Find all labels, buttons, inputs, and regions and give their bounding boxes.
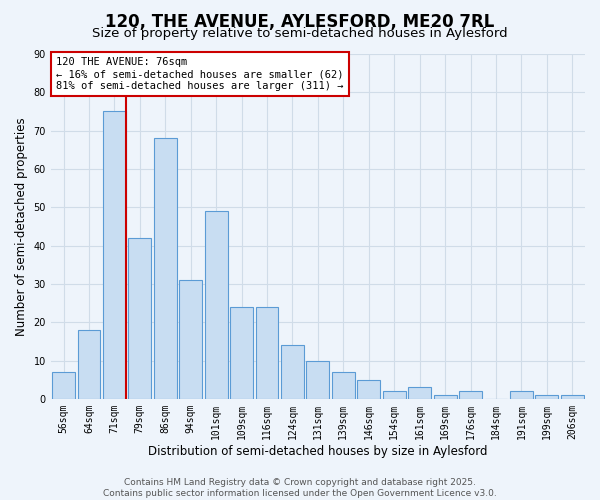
Bar xyxy=(77,330,100,399)
Bar xyxy=(205,211,227,399)
Bar xyxy=(103,112,126,399)
Bar xyxy=(52,372,75,399)
Bar xyxy=(281,345,304,399)
Bar xyxy=(561,395,584,399)
Bar xyxy=(128,238,151,399)
Bar xyxy=(408,388,431,399)
Bar xyxy=(434,395,457,399)
X-axis label: Distribution of semi-detached houses by size in Aylesford: Distribution of semi-detached houses by … xyxy=(148,444,488,458)
Bar xyxy=(256,307,278,399)
Bar xyxy=(358,380,380,399)
Text: Size of property relative to semi-detached houses in Aylesford: Size of property relative to semi-detach… xyxy=(92,28,508,40)
Text: Contains HM Land Registry data © Crown copyright and database right 2025.
Contai: Contains HM Land Registry data © Crown c… xyxy=(103,478,497,498)
Y-axis label: Number of semi-detached properties: Number of semi-detached properties xyxy=(15,117,28,336)
Bar xyxy=(383,391,406,399)
Text: 120, THE AVENUE, AYLESFORD, ME20 7RL: 120, THE AVENUE, AYLESFORD, ME20 7RL xyxy=(106,12,494,30)
Bar xyxy=(154,138,177,399)
Bar xyxy=(332,372,355,399)
Bar xyxy=(179,280,202,399)
Bar xyxy=(307,360,329,399)
Bar xyxy=(535,395,558,399)
Bar xyxy=(459,391,482,399)
Text: 120 THE AVENUE: 76sqm
← 16% of semi-detached houses are smaller (62)
81% of semi: 120 THE AVENUE: 76sqm ← 16% of semi-deta… xyxy=(56,58,344,90)
Bar xyxy=(230,307,253,399)
Bar xyxy=(510,391,533,399)
